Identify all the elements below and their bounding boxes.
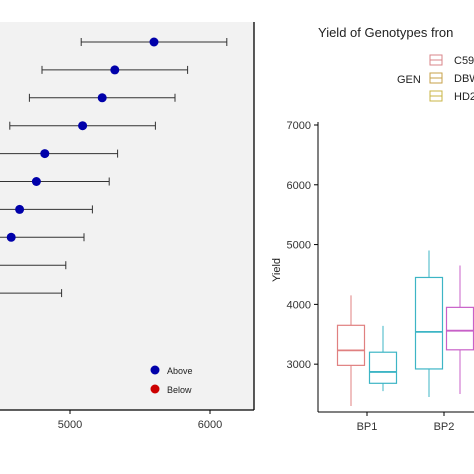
box-body xyxy=(368,351,398,384)
x-tick-label: 5000 xyxy=(58,419,82,431)
legend-label-dbw: DBW xyxy=(454,73,474,85)
dot-plot-panel: 5000 6000 Above Below xyxy=(0,22,255,431)
legend-label-c59: C59 xyxy=(454,55,474,67)
x-tick-label: 6000 xyxy=(198,419,222,431)
legend-label-hd2: HD2 xyxy=(454,91,474,103)
box-bp1 xyxy=(368,325,398,392)
data-point xyxy=(40,149,50,159)
data-point xyxy=(31,177,41,186)
data-point xyxy=(6,232,16,242)
box-bp1 xyxy=(336,295,366,407)
legend-entry-dbw: DBW xyxy=(429,72,474,85)
box-plot-panel: Yield of Genotypes fron GEN C59 DBW HD2 … xyxy=(271,25,474,433)
legend-title-gen: GEN xyxy=(397,74,421,86)
dot-plot-legend: Above Below xyxy=(150,365,193,395)
box-body xyxy=(336,324,366,366)
y-tick-label: 6000 xyxy=(287,180,311,192)
data-point xyxy=(15,204,25,214)
box-body xyxy=(445,306,474,351)
legend-entry-hd2: HD2 xyxy=(429,90,474,103)
legend-entry-c59: C59 xyxy=(429,54,474,67)
y-tick-label: 5000 xyxy=(287,240,311,252)
box-bp2 xyxy=(414,250,444,398)
data-point xyxy=(149,37,159,47)
box-bp2 xyxy=(445,265,474,395)
legend-label-below: Below xyxy=(167,385,192,395)
dot-plot-background xyxy=(0,22,254,410)
legend-label-above: Above xyxy=(167,366,193,376)
x-tick-label: BP1 xyxy=(357,421,378,433)
box-plot-legend: GEN C59 DBW HD2 xyxy=(397,54,474,103)
box-plot-y-axis-label: Yield xyxy=(271,258,283,282)
box-body xyxy=(414,276,444,370)
y-tick-label: 7000 xyxy=(287,120,311,132)
data-point xyxy=(78,121,88,131)
data-point xyxy=(110,65,120,75)
data-point xyxy=(97,93,107,103)
box-plot-title: Yield of Genotypes fron xyxy=(318,25,453,40)
legend-swatch-below xyxy=(150,384,160,394)
y-tick-label: 4000 xyxy=(287,299,311,311)
legend-swatch-above xyxy=(150,365,160,375)
y-tick-label: 3000 xyxy=(287,359,311,371)
x-tick-label: BP2 xyxy=(434,421,455,433)
